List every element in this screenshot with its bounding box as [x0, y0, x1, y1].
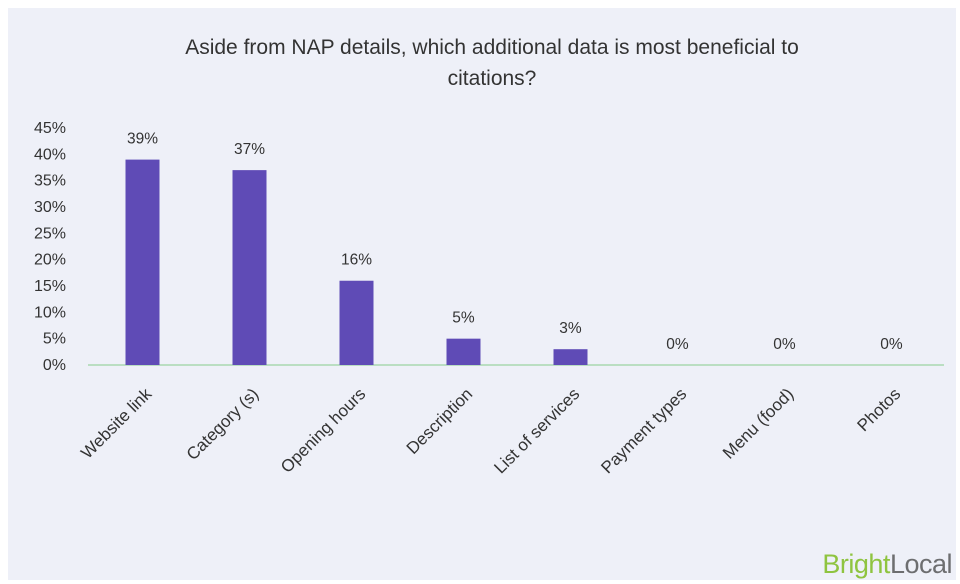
data-label: 37%: [234, 141, 265, 158]
x-category-label: Payment types: [597, 384, 690, 477]
x-axis-category-labels: Website link Category (s) Opening hours Des…: [77, 384, 904, 477]
x-category-label: Photos: [853, 384, 904, 435]
x-category-label: List of services: [490, 384, 583, 477]
y-tick-label: 5%: [43, 331, 66, 348]
x-category-label: Description: [403, 384, 477, 458]
chart-title-line-1: Aside from NAP details, which additional…: [185, 36, 799, 59]
data-label: 0%: [773, 336, 796, 353]
bar: [232, 170, 267, 365]
chart-title-line-2: citations?: [448, 67, 537, 90]
x-category-label: Opening hours: [277, 384, 369, 476]
bar: [446, 338, 481, 365]
logo-local-text: Local: [889, 549, 953, 579]
data-label: 0%: [880, 336, 903, 353]
chart-title: Aside from NAP details, which additional…: [185, 36, 799, 90]
chart-background: [8, 8, 956, 580]
data-labels: 39% 37% 16% 5% 3% 0% 0% 0%: [127, 131, 903, 353]
bar: [339, 280, 374, 365]
data-label: 0%: [666, 336, 689, 353]
bar-series: [125, 159, 588, 365]
bar: [553, 349, 588, 365]
x-category-label: Menu (food): [719, 384, 797, 462]
y-tick-label: 20%: [34, 252, 66, 269]
y-tick-label: 40%: [34, 146, 66, 163]
data-label: 16%: [341, 252, 372, 269]
y-tick-label: 25%: [34, 225, 66, 242]
y-tick-label: 10%: [34, 304, 66, 321]
x-category-label: Website link: [77, 384, 155, 462]
logo-bright-text: Bright: [822, 549, 890, 579]
bar: [125, 159, 160, 365]
y-tick-label: 15%: [34, 278, 66, 295]
y-axis-tick-labels: 0% 5% 10% 15% 20% 25% 30% 35% 40% 45%: [34, 120, 66, 374]
y-tick-label: 0%: [43, 357, 66, 374]
data-label: 3%: [559, 320, 582, 337]
x-category-label: Category (s): [183, 384, 263, 464]
y-tick-label: 35%: [34, 173, 66, 190]
brightlocal-logo: BrightLocal: [822, 549, 952, 580]
y-tick-label: 30%: [34, 199, 66, 216]
data-label: 39%: [127, 131, 158, 148]
y-tick-label: 45%: [34, 120, 66, 137]
data-label: 5%: [452, 310, 475, 327]
